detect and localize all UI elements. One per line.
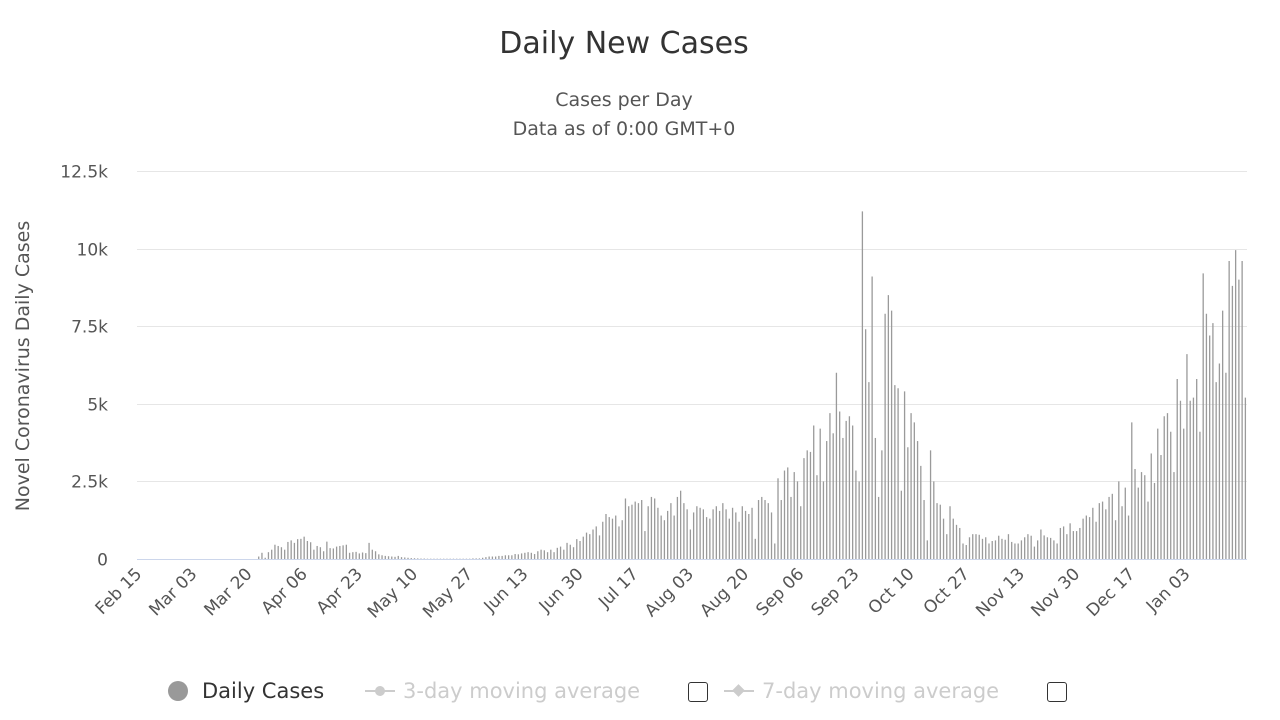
diamond-marker-icon [724,690,754,692]
chart-title: Daily New Cases [499,26,749,61]
chart-subtitle: Cases per Day [555,89,693,111]
x-tick-label: Oct 27 [920,564,974,618]
x-tick-label: Sep 23 [808,564,864,620]
x-tick-label: May 10 [364,564,422,622]
x-tick-label: Aug 03 [641,564,698,621]
y-tick-label: 7.5k [71,318,108,338]
x-tick-label: Oct 10 [865,564,919,618]
x-tick-label: Mar 20 [201,564,257,620]
legend-label-3-day-average: 3-day moving average [403,679,641,703]
circle-marker-icon [168,681,188,701]
daily-cases-bars[interactable] [258,211,1247,559]
x-tick-label: Mar 03 [145,564,201,620]
toggle-3-day-average-checkbox[interactable] [688,682,708,702]
x-tick-label: Sep 06 [752,564,808,620]
y-tick-label: 2.5k [71,473,108,493]
legend-item-7-day-average[interactable]: 7-day moving average [724,673,999,709]
x-tick-label: Feb 15 [92,564,147,619]
y-tick-label: 12.5k [60,163,108,183]
line-marker-icon [365,686,395,696]
x-tick-label: Nov 13 [972,564,1029,621]
legend-item-daily-cases[interactable]: Daily Cases [168,673,324,709]
x-tick-label: Aug 20 [696,564,753,621]
legend-item-3-day-average[interactable]: 3-day moving average [365,673,640,709]
x-tick-label: May 27 [419,564,477,622]
x-tick-label: Dec 17 [1083,564,1140,621]
y-tick-label: 0 [97,551,108,571]
x-tick-label: Nov 30 [1027,564,1084,621]
x-tick-label: Apr 23 [313,564,367,618]
chart-data-timestamp: Data as of 0:00 GMT+0 [512,118,736,140]
x-tick-label: Jan 03 [1142,564,1195,617]
toggle-7-day-average-checkbox[interactable] [1047,682,1067,702]
legend-label-7-day-average: 7-day moving average [762,679,1000,703]
x-tick-label: Apr 06 [258,564,312,618]
y-tick-label: 10k [77,241,109,261]
x-tick-label: Jun 30 [535,564,588,617]
y-tick-label: 5k [87,396,108,416]
x-tick-label: Jun 13 [480,564,533,617]
chart-legend: Daily Cases 3-day moving average 7-day m… [0,673,1280,709]
gridlines [137,171,1247,482]
y-axis-ticks: 0 2.5k 5k 7.5k 10k 12.5k [60,163,108,571]
y-axis-label: Novel Coronavirus Daily Cases [12,221,34,512]
x-tick-label: Jul 17 [594,564,642,612]
legend-label-daily-cases: Daily Cases [202,679,325,703]
